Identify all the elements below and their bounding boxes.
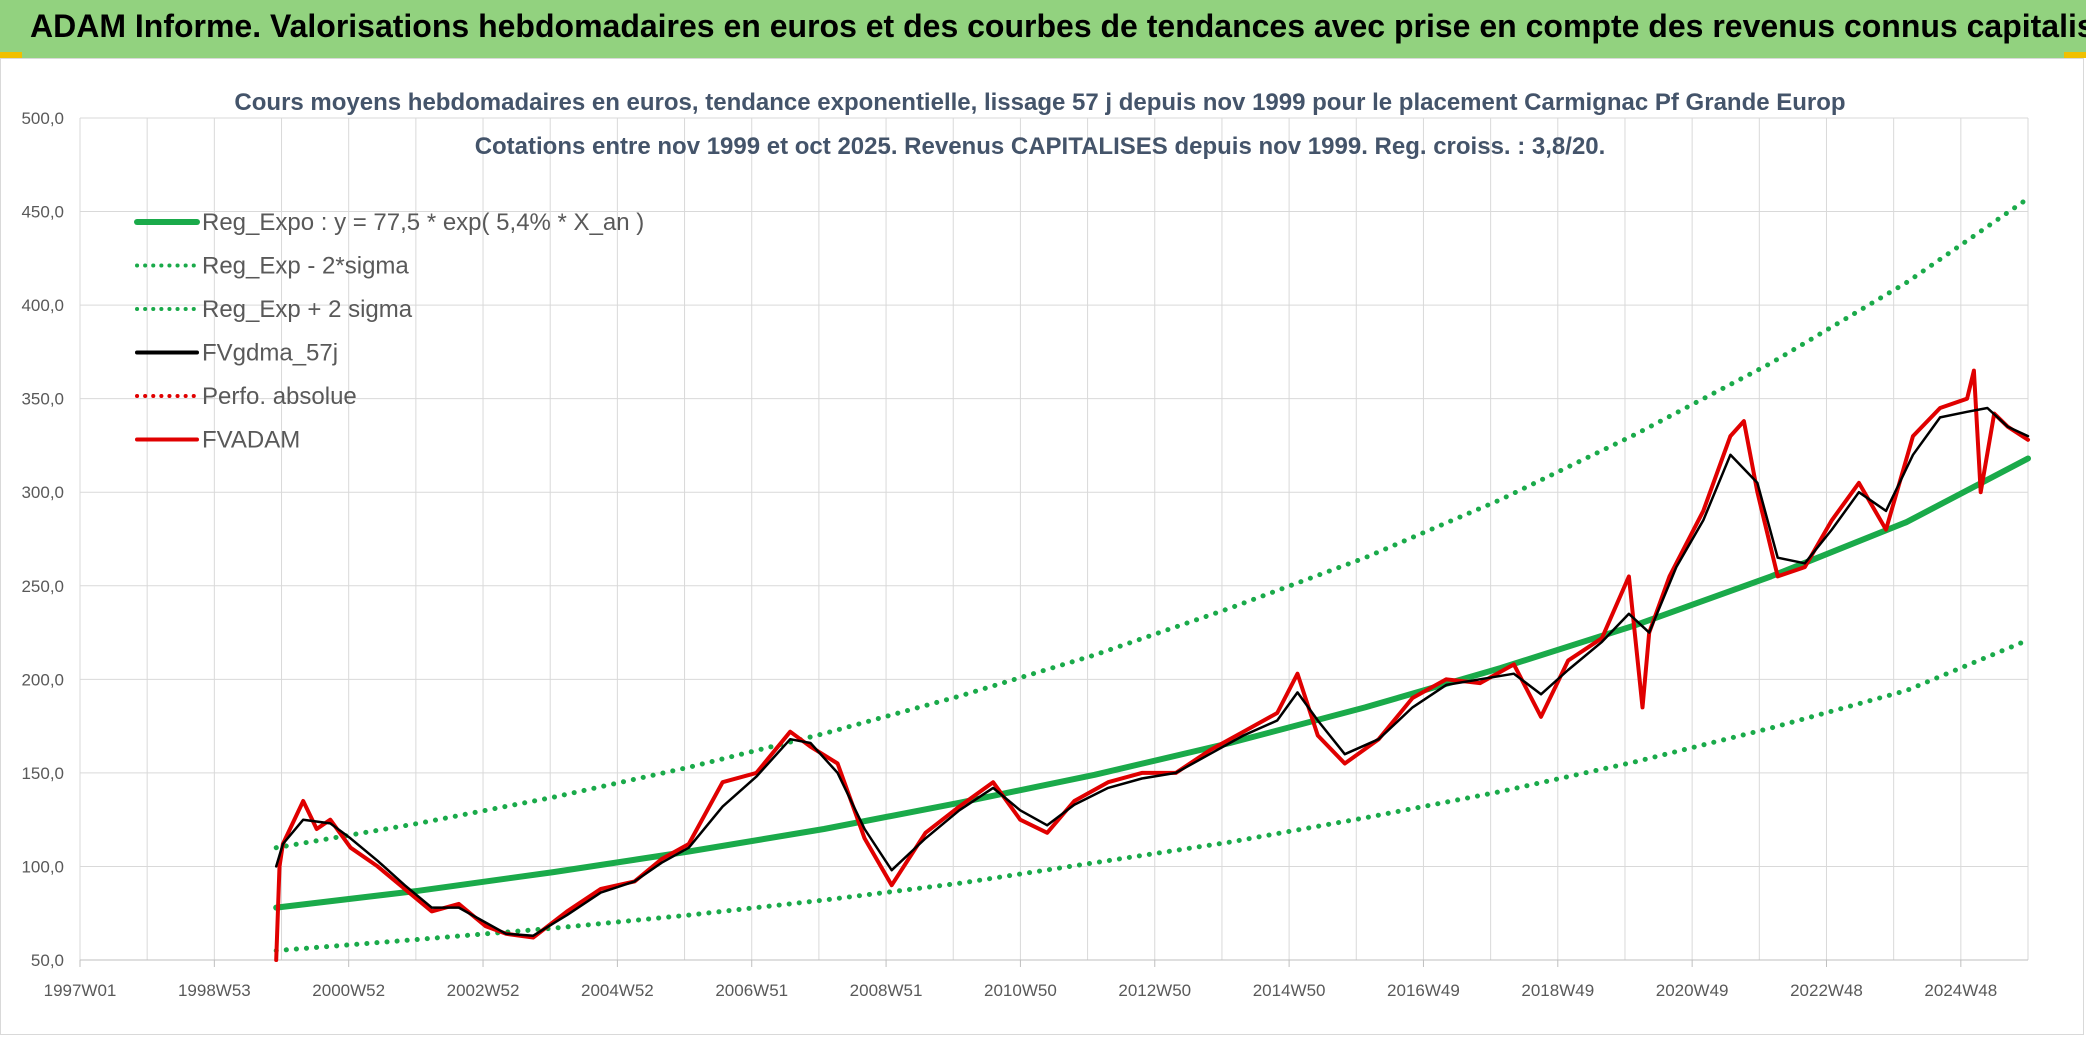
- x-tick-label: 1997W01: [44, 981, 117, 1000]
- x-tick-label: 2004W52: [581, 981, 654, 1000]
- series-line-reg-exp-2-sigma: [273, 196, 2031, 851]
- x-tick-label: 2006W51: [715, 981, 788, 1000]
- x-tick-label: 2000W52: [312, 981, 385, 1000]
- y-tick-label: 450,0: [21, 203, 64, 222]
- grid: [79, 117, 2029, 961]
- legend-label: FVgdma_57j: [202, 340, 338, 367]
- y-tick-label: 350,0: [21, 390, 64, 409]
- series-line-fvgdma-57j: [274, 406, 2030, 937]
- x-tick-label: 2022W48: [1790, 981, 1863, 1000]
- x-tick-label: 2012W50: [1118, 981, 1191, 1000]
- series-line-fvadam: [274, 368, 2030, 962]
- series-line-reg-exp-2-sigma: [273, 637, 2031, 954]
- y-axis-ticks: 50,0 100,0 150,0 200,0 250,0 300,0 350,0 400,0 4…: [21, 109, 64, 970]
- x-tick-label: 2008W51: [850, 981, 923, 1000]
- legend-label: Reg_Expo : y = 77,5 * exp( 5,4% * X_an ): [202, 209, 644, 236]
- y-tick-label: 50,0: [31, 951, 64, 970]
- y-tick-label: 500,0: [21, 109, 64, 128]
- legend: Reg_Expo : y = 77,5 * exp( 5,4% * X_an )…: [134, 209, 644, 454]
- chart-frame: [0, 58, 2084, 1035]
- y-tick-label: 300,0: [21, 483, 64, 502]
- banner-accent-left: [0, 52, 22, 58]
- x-tick-label: 2024W48: [1924, 981, 1997, 1000]
- y-tick-label: 400,0: [21, 296, 64, 315]
- x-tick-label: 1998W53: [178, 981, 251, 1000]
- legend-label: Perfo. absolue: [202, 383, 357, 410]
- chart-subtitle: Cotations entre nov 1999 et oct 2025. Re…: [475, 133, 1606, 160]
- y-tick-label: 200,0: [21, 670, 64, 689]
- x-tick-label: 2018W49: [1521, 981, 1594, 1000]
- legend-label: Reg_Exp + 2 sigma: [202, 296, 413, 323]
- x-axis-ticks: 1997W01 1998W53 2000W52 2002W52 2004W52 2006W…: [44, 959, 2028, 1000]
- page-title: ADAM Informe. Valorisations hebdomadaire…: [30, 8, 2086, 44]
- x-tick-label: 2020W49: [1656, 981, 1729, 1000]
- series-line-reg-expo-y-77-5-exp-5-4-x-an: [273, 455, 2031, 911]
- y-tick-label: 150,0: [21, 764, 64, 783]
- y-tick-label: 250,0: [21, 577, 64, 596]
- title-banner: [0, 0, 2086, 58]
- legend-label: FVADAM: [202, 427, 300, 454]
- series-lines: [273, 196, 2031, 962]
- x-tick-label: 2014W50: [1253, 981, 1326, 1000]
- y-tick-label: 100,0: [21, 857, 64, 876]
- legend-label: Reg_Exp - 2*sigma: [202, 253, 409, 280]
- x-tick-label: 2016W49: [1387, 981, 1460, 1000]
- chart-title: Cours moyens hebdomadaires en euros, ten…: [234, 89, 1845, 116]
- banner-accent-right: [2064, 52, 2086, 58]
- x-tick-label: 2002W52: [447, 981, 520, 1000]
- x-tick-label: 2010W50: [984, 981, 1057, 1000]
